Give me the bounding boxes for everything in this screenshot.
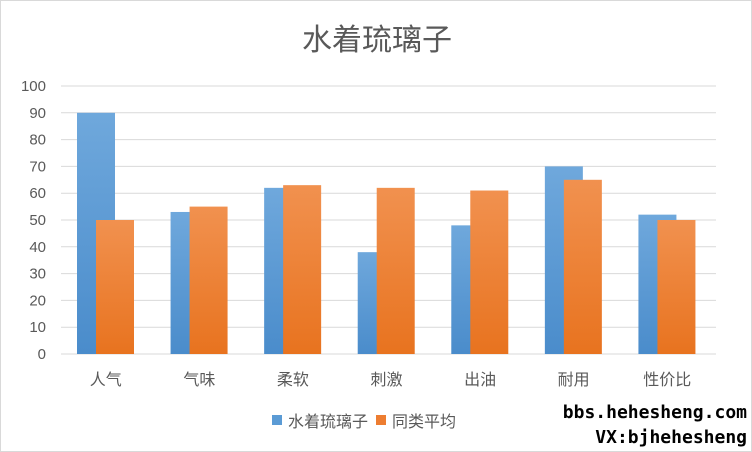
bar-series-2 xyxy=(376,187,415,354)
y-tick-label: 80 xyxy=(29,132,46,149)
chart-title: 水着琉璃子 xyxy=(302,23,452,58)
y-tick-label: 90 xyxy=(29,105,46,122)
bar-series-2 xyxy=(96,220,134,354)
bar-series-2 xyxy=(470,190,509,354)
chart-legend: 水着琉璃子 同类平均 xyxy=(272,409,456,431)
y-tick-label: 20 xyxy=(29,292,46,309)
watermark-line-1: bbs.hehesheng.com xyxy=(562,402,747,423)
bar-series-2 xyxy=(283,185,322,354)
y-tick-label: 30 xyxy=(29,266,46,283)
legend-swatch-blue xyxy=(272,415,282,425)
x-category-label: 刺激 xyxy=(370,370,402,389)
y-tick-label: 10 xyxy=(29,319,46,336)
legend-label-series-1: 水着琉璃子 xyxy=(288,412,369,431)
x-category-label: 人气 xyxy=(90,370,122,389)
x-category-label: 出油 xyxy=(464,370,496,389)
watermark-line-2: VX:bjhehesheng xyxy=(595,427,747,448)
y-tick-label: 0 xyxy=(38,346,46,363)
legend-label-series-2: 同类平均 xyxy=(392,412,457,431)
bar-series-2 xyxy=(657,220,696,354)
x-category-label: 气味 xyxy=(183,370,215,389)
x-category-label: 耐用 xyxy=(558,370,590,389)
legend-item-series-2: 同类平均 xyxy=(376,408,456,432)
legend-swatch-orange xyxy=(376,415,387,425)
y-tick-label: 40 xyxy=(29,239,46,256)
legend-item-series-1: 水着琉璃子 xyxy=(272,408,368,432)
y-tick-label: 60 xyxy=(29,185,46,202)
bar-series-2 xyxy=(563,179,602,354)
x-category-label: 柔软 xyxy=(277,370,309,389)
bar-series-2 xyxy=(189,206,228,354)
y-tick-label: 70 xyxy=(29,158,46,175)
x-category-label: 性价比 xyxy=(643,370,691,389)
y-tick-label: 50 xyxy=(29,212,46,229)
y-tick-label: 100 xyxy=(21,78,46,95)
